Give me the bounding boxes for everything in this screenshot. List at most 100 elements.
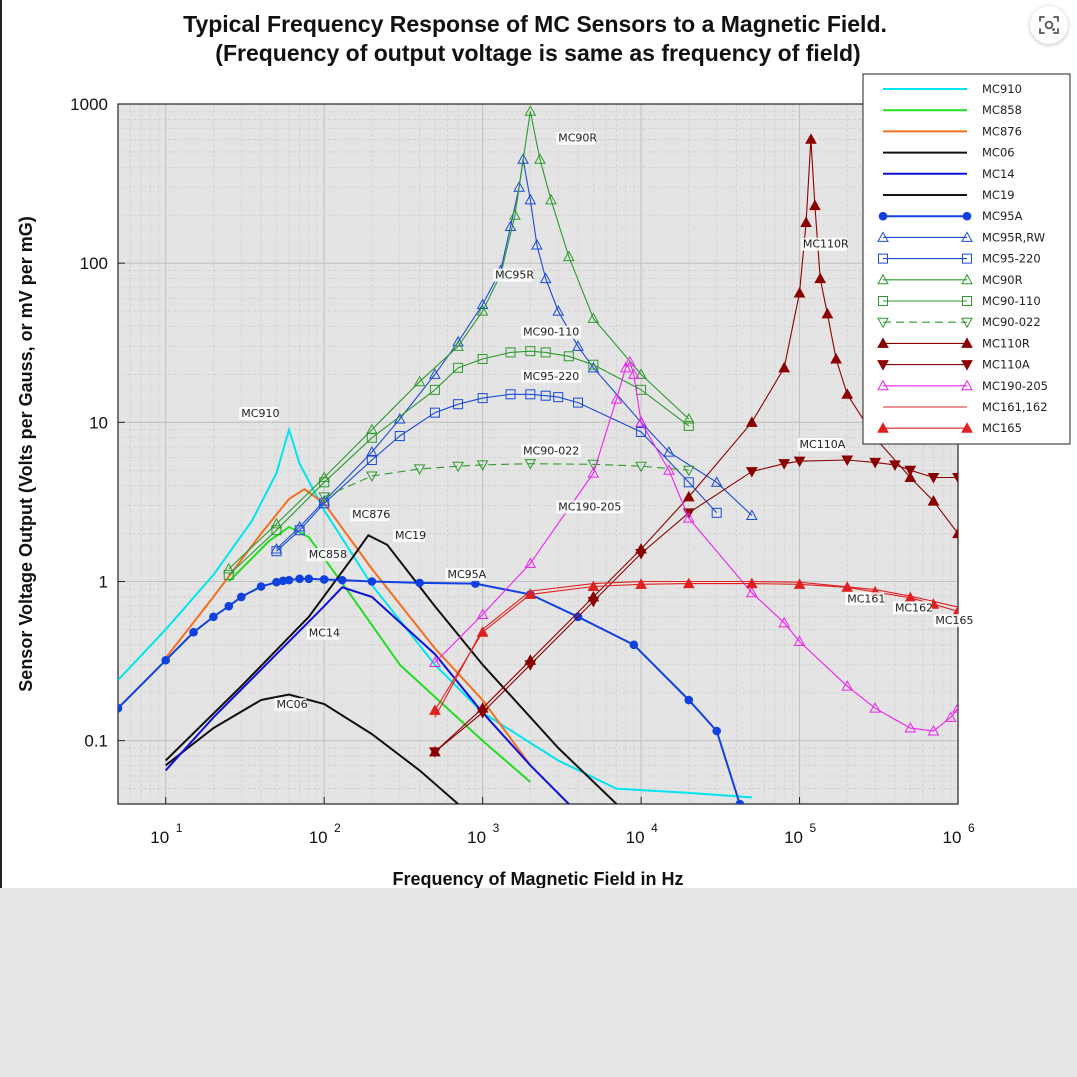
legend-item-mc06: MC06 — [883, 146, 1015, 160]
legend-item-mc165: MC165 — [877, 421, 1022, 435]
data-point-mc190-205 — [841, 680, 854, 691]
data-point-mc110a — [476, 708, 489, 719]
x-tick-exponent: 3 — [493, 821, 500, 835]
legend-label: MC190-205 — [982, 379, 1048, 393]
annotation-label: MC90-022 — [523, 444, 579, 457]
data-point-mc95-220 — [271, 546, 282, 557]
legend-label: MC14 — [982, 167, 1015, 181]
data-point-mc95a — [735, 799, 745, 804]
data-point-mc90-022 — [635, 461, 647, 473]
data-point-mc90r — [452, 340, 464, 351]
legend-item-mc161-162: MC161,162 — [883, 400, 1048, 414]
data-point-mc110a — [904, 465, 917, 477]
data-point-mc110a — [587, 596, 600, 608]
data-point-mc90-110 — [477, 353, 488, 364]
data-point-mc95-220 — [540, 390, 551, 401]
data-point-mc190-205 — [663, 464, 675, 475]
annotation-label: MC161 — [847, 592, 885, 605]
x-tick-label: 10 — [309, 828, 328, 847]
series-line-mc90r — [228, 111, 690, 570]
data-point-mc165 — [793, 578, 806, 589]
data-point-mc95r-rw — [745, 509, 758, 520]
legend-label: MC95-220 — [982, 252, 1041, 266]
data-point-mc110r — [805, 133, 817, 144]
data-point-mc190-205 — [610, 393, 623, 404]
data-point-mc190-205 — [682, 512, 695, 523]
annotation-bg — [933, 614, 973, 628]
data-point-mc165 — [841, 581, 854, 592]
data-point-mc95r-rw — [587, 361, 600, 373]
data-point-mc110a — [841, 455, 854, 467]
y-tick-label: 10 — [89, 413, 108, 432]
annotation-label: MC165 — [935, 614, 973, 627]
data-point-mc90r — [270, 517, 283, 529]
data-point-mc165 — [635, 578, 647, 589]
series-line-mc910 — [118, 426, 752, 799]
data-point-mc95-220 — [505, 389, 516, 400]
legend-item-mc95r-rw: MC95R,RW — [877, 230, 1045, 244]
data-point-mc110r — [821, 307, 834, 319]
annotation-label: MC90-110 — [523, 326, 579, 339]
legend-marker — [961, 360, 973, 371]
visual-search-button[interactable] — [1030, 6, 1068, 44]
legend-label: MC90-110 — [982, 294, 1041, 308]
legend-item-mc110r: MC110R — [877, 336, 1030, 350]
annotation-label: MC910 — [241, 407, 279, 420]
data-point-mc90r — [413, 375, 426, 387]
series-line-mc06 — [165, 693, 459, 804]
x-tick-label: 10 — [943, 828, 962, 847]
legend-item-mc90-110: MC90-110 — [878, 294, 1041, 308]
annotation-bg — [393, 528, 426, 542]
annotation-bg — [445, 568, 485, 582]
legend-label: MC161,162 — [982, 400, 1048, 414]
series-line-mc19 — [164, 534, 618, 804]
legend-label: MC90-022 — [982, 315, 1041, 329]
x-tick-label: 10 — [626, 828, 645, 847]
x-tick-exponent: 2 — [334, 821, 341, 835]
x-tick-exponent: 4 — [651, 821, 658, 835]
annotation-label: MC14 — [309, 627, 340, 640]
legend-item-mc19: MC19 — [883, 188, 1015, 202]
legend-label: MC910 — [982, 82, 1022, 96]
legend-label: MC06 — [982, 146, 1015, 160]
annotation-bg — [797, 437, 844, 451]
data-point-mc90-110 — [453, 362, 464, 373]
legend-item-mc858: MC858 — [883, 103, 1022, 117]
data-point-mc90-022 — [682, 465, 695, 477]
annotation-label: MC162 — [895, 601, 933, 614]
legend-marker — [961, 337, 973, 348]
data-point-mc95a — [319, 575, 329, 584]
series-mc95a — [118, 574, 745, 804]
annotation-group: MC90R MC110R MC95R MC90-110 MC95-220 MC910 MC1… — [239, 131, 974, 712]
series-mc190-205 — [429, 355, 958, 736]
data-point-mc190-205 — [429, 656, 441, 667]
legend-marker — [961, 231, 973, 242]
annotation-label: MC06 — [276, 698, 307, 711]
annotation-bg — [521, 325, 582, 339]
legend-item-mc110a: MC110A — [877, 358, 1030, 372]
data-point-mc190-205 — [619, 361, 632, 373]
legend-label: MC95A — [982, 209, 1023, 223]
data-point-mc190-205 — [869, 702, 881, 713]
data-point-mc95-220 — [553, 392, 564, 403]
annotation-label: MC110A — [800, 438, 846, 451]
legend-marker — [961, 273, 973, 285]
x-tick-label: 10 — [150, 828, 169, 847]
legend-marker — [962, 211, 972, 221]
data-point-mc110r — [830, 352, 842, 364]
data-point-mc95r-rw — [572, 340, 584, 351]
annotation-bg — [274, 698, 307, 712]
series-mc90-110 — [223, 346, 694, 580]
data-point-mc95-220 — [319, 498, 330, 509]
legend-label: MC110A — [982, 358, 1030, 372]
legend-marker — [961, 379, 973, 391]
legend-item-mc95-220: MC95-220 — [878, 252, 1041, 266]
annotation-label: MC190-205 — [558, 500, 621, 513]
data-point-mc95a — [337, 575, 347, 585]
x-axis-label: Frequency of Magnetic Field in Hz — [392, 869, 683, 888]
annotation-bg — [350, 508, 390, 522]
legend-label: MC90R — [982, 273, 1023, 287]
data-point-mc110r — [814, 272, 827, 284]
legend-marker — [961, 422, 973, 433]
x-tick-label: 10 — [784, 828, 803, 847]
